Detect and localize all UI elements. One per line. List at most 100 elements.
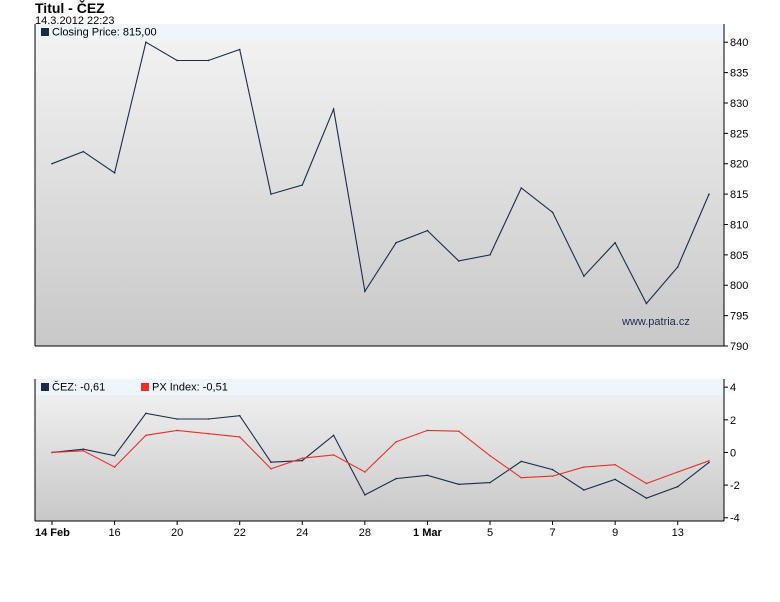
index-data-point [364,494,366,496]
price-data-point [238,48,241,51]
index-y-tick-label: -4 [730,513,740,525]
x-tick-label: 22 [234,527,246,539]
price-y-tick-label: 790 [730,341,748,353]
index-data-point [301,459,304,462]
x-tick-label: 13 [672,527,684,539]
index-data-point [238,436,241,438]
index-data-point [395,477,397,480]
index-data-point [426,429,429,432]
price-data-point [82,150,85,153]
index-data-point [457,430,460,433]
index-data-point [207,432,210,435]
price-data-point [301,184,304,186]
price-data-point [207,59,210,62]
index-data-point [270,467,272,470]
price-data-point [708,193,710,195]
price-data-point [489,254,491,256]
x-tick-label: 7 [550,527,556,539]
index-data-point [614,463,616,466]
index-legend-marker [141,383,149,391]
x-tick-label: 1 Mar [413,527,442,539]
index-data-point [676,485,679,488]
x-tick-label: 5 [487,527,493,539]
index-y-tick-label: -2 [730,480,740,492]
price-data-point [145,41,147,44]
index-legend-strip [35,379,724,395]
index-data-point [551,475,554,477]
index-data-point [51,451,53,454]
index-data-point [332,434,335,437]
index-data-point [395,441,397,443]
index-data-point [332,454,335,456]
index-data-point [489,481,491,484]
price-data-point [270,193,272,195]
price-y-tick-label: 820 [730,159,748,171]
index-legend-label: PX Index: -0,51 [152,382,228,394]
index-data-point [176,418,178,420]
price-series-line-0 [51,41,710,305]
price-data-point [51,162,53,165]
price-data-point [176,59,178,62]
index-data-point [708,461,710,464]
x-tick-label: 9 [612,527,618,539]
index-legend-label: ČEZ: -0,61 [52,381,105,394]
x-tick-label: 16 [108,527,120,539]
index-data-point [207,418,210,420]
price-y-tick-label: 805 [730,250,748,262]
price-data-point [457,260,460,262]
x-tick-label: 20 [171,527,183,539]
index-data-point [270,461,272,464]
index-data-point [645,497,648,499]
index-data-point [708,459,710,462]
price-y-tick-label: 840 [730,37,748,49]
index-data-point [82,448,85,450]
x-axis: 14 Feb 16 20 22 24 28 1 Mar 5 7 9 13 [35,521,684,539]
index-series-line-1 [51,429,710,485]
index-legend-marker [41,383,49,391]
index-plot-background [35,379,724,521]
index-data-point [489,454,491,457]
watermark: www.patria.cz [621,316,690,328]
price-data-point [551,211,554,214]
price-data-point [583,275,585,277]
index-data-point [426,474,429,477]
price-legend-marker [41,28,49,36]
index-y-tick-label: 0 [730,447,736,459]
index-data-point [520,476,523,479]
x-tick-label: 28 [359,527,371,539]
x-tick-label: 24 [296,527,308,539]
price-plot-background [35,24,724,346]
index-data-point [145,412,147,415]
index-data-point [238,414,241,417]
price-data-point [520,187,523,189]
price-legend-label: Closing Price: 815,00 [52,27,157,39]
index-data-point [645,482,648,485]
price-data-point [395,241,397,244]
price-data-point [676,266,679,268]
index-y-tick-label: 4 [730,382,736,394]
index-y-tick-label: 2 [730,415,736,427]
price-y-tick-label: 835 [730,68,748,80]
index-data-point [614,478,616,481]
price-legend-strip [35,24,724,40]
price-y-tick-label: 810 [730,219,748,231]
page-title: Titul - ČEZ [35,0,105,16]
index-data-point [145,434,147,437]
price-y-tick-label: 815 [730,189,748,201]
price-data-point [645,302,648,305]
price-y-tick-label: 795 [730,311,748,323]
price-data-point [332,108,335,110]
index-series-line-0 [51,412,710,499]
index-data-point [176,429,178,432]
index-data-point [520,460,523,463]
index-data-point [82,450,85,452]
index-data-point [676,471,679,473]
price-data-point [113,172,116,174]
index-data-point [551,468,554,471]
price-y-tick-label: 825 [730,128,748,140]
index-data-point [364,471,366,473]
index-data-point [583,489,585,491]
price-y-tick-label: 800 [730,280,748,292]
index-data-point [457,483,460,486]
index-data-point [583,466,585,468]
